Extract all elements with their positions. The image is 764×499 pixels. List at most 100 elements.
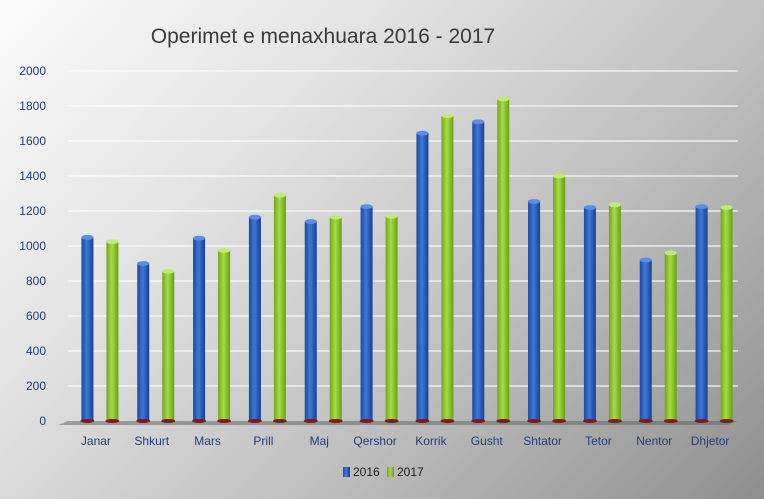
bar-top-2016-gusht (472, 119, 485, 125)
bar-top-2016-mars (193, 235, 206, 241)
bar-top-2017-qershor (385, 213, 398, 219)
bar-2016-shtator (528, 201, 541, 421)
chart-title: Operimet e menaxhuara 2016 - 2017 (151, 25, 495, 48)
bar-top-2017-korrik (441, 113, 454, 119)
bar-base-2016-nentor (638, 419, 653, 423)
bar-top-2016-prill (248, 214, 261, 220)
bar-2017-nentor (664, 253, 677, 421)
bar-layer (80, 96, 734, 423)
bar-base-2017-korrik (440, 419, 455, 423)
bar-top-2017-prill (273, 192, 286, 198)
bar-top-2016-shkurt (137, 261, 150, 266)
bar-2017-shkurt (162, 271, 175, 421)
y-tick-label: 600 (26, 309, 46, 323)
x-tick-label: Dhjetor (691, 434, 730, 448)
bar-base-2017-tetor (607, 419, 622, 423)
y-axis: 0 200 400 600 800 1000 1200 1400 1600 1800 2000 (19, 64, 46, 428)
bar-base-2017-prill (272, 419, 287, 423)
x-tick-label: Janar (81, 434, 111, 448)
bar-2016-qershor (360, 206, 373, 421)
bar-base-2016-tetor (582, 419, 597, 423)
y-tick-label: 1000 (19, 239, 46, 253)
legend-swatch-2017 (387, 467, 394, 477)
bar-base-2016-maj (303, 419, 318, 423)
bar-base-2016-prill (247, 419, 262, 423)
legend: 2016 2017 (343, 465, 424, 479)
bar-base-2017-mars (217, 419, 232, 423)
x-axis: Janar Shkurt Mars Prill Maj Qershor Korrik Gush… (81, 434, 730, 448)
y-tick-label: 1800 (19, 99, 46, 113)
bar-top-2016-janar (81, 234, 94, 240)
bar-top-2017-nentor (664, 250, 677, 256)
y-tick-label: 800 (26, 274, 46, 288)
bar-base-2016-shtator (527, 419, 542, 423)
y-tick-label: 400 (26, 344, 46, 358)
bar-top-2016-tetor (583, 205, 596, 210)
x-tick-label: Nentor (636, 434, 672, 448)
bar-base-2017-gusht (496, 419, 511, 423)
bar-base-2016-janar (80, 419, 95, 423)
bar-top-2017-maj (329, 214, 342, 220)
y-tick-label: 1200 (19, 204, 46, 218)
bar-base-2016-dhjetor (694, 419, 709, 423)
bar-top-2016-qershor (360, 204, 373, 210)
bar-2017-janar (106, 241, 119, 421)
bar-base-2016-gusht (471, 419, 486, 423)
bar-top-2017-tetor (608, 202, 621, 208)
bar-2016-gusht (472, 121, 485, 421)
bar-base-2017-dhjetor (719, 419, 734, 423)
bar-base-2017-shkurt (161, 419, 176, 423)
bar-2017-qershor (385, 216, 398, 421)
bar-base-2016-shkurt (136, 419, 151, 423)
bar-top-2017-shtator (553, 173, 566, 179)
x-tick-label: Shkurt (134, 434, 169, 448)
bar-top-2016-korrik (416, 130, 429, 136)
bar-2017-tetor (608, 204, 621, 421)
bar-2017-mars (218, 250, 231, 421)
x-tick-label: Korrik (415, 434, 447, 448)
bar-2016-tetor (583, 207, 596, 421)
bar-2017-maj (329, 217, 342, 421)
bar-2016-korrik (416, 133, 429, 421)
bar-top-2017-shkurt (162, 268, 175, 274)
legend-label-2017: 2017 (397, 465, 424, 479)
x-tick-label: Mars (194, 434, 221, 448)
bar-2017-prill (273, 195, 286, 421)
y-tick-label: 1400 (19, 169, 46, 183)
bar-2017-gusht (497, 99, 510, 421)
bar-top-2017-janar (106, 239, 119, 245)
legend-swatch-2016 (343, 467, 350, 477)
bar-2016-prill (248, 217, 261, 421)
legend-label-2016: 2016 (353, 465, 380, 479)
bar-top-2016-maj (304, 219, 317, 224)
x-tick-label: Qershor (353, 434, 396, 448)
bar-2016-janar (81, 237, 94, 421)
bar-2017-korrik (441, 115, 454, 421)
bar-base-2016-korrik (415, 419, 430, 423)
bar-top-2017-dhjetor (720, 205, 733, 210)
bar-2016-nentor (639, 260, 652, 421)
bar-2016-shkurt (137, 263, 150, 421)
bar-top-2017-gusht (497, 96, 510, 102)
bar-top-2016-dhjetor (695, 204, 708, 210)
bar-2016-dhjetor (695, 206, 708, 421)
y-tick-label: 2000 (19, 64, 46, 78)
bar-base-2017-shtator (552, 419, 567, 423)
bar-top-2016-shtator (528, 198, 541, 204)
bar-2016-mars (193, 238, 206, 421)
bar-2017-shtator (553, 176, 566, 421)
bar-2017-dhjetor (720, 207, 733, 421)
x-tick-label: Prill (253, 434, 273, 448)
bar-top-2017-mars (218, 247, 231, 253)
y-tick-label: 200 (26, 379, 46, 393)
bar-base-2017-janar (105, 419, 120, 423)
x-tick-label: Tetor (585, 434, 612, 448)
x-tick-label: Maj (310, 434, 329, 448)
bar-base-2017-maj (328, 419, 343, 423)
x-tick-label: Shtator (523, 434, 562, 448)
bar-2016-maj (304, 221, 317, 421)
grid-layer (68, 70, 738, 387)
bar-base-2017-qershor (384, 419, 399, 423)
